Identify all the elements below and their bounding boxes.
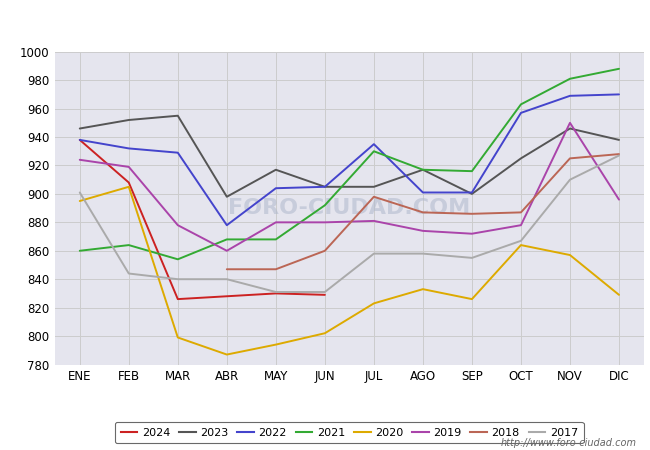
Text: http://www.foro-ciudad.com: http://www.foro-ciudad.com: [501, 438, 637, 448]
Text: Afiliados en Polán a 31/5/2024: Afiliados en Polán a 31/5/2024: [199, 14, 451, 33]
Legend: 2024, 2023, 2022, 2021, 2020, 2019, 2018, 2017: 2024, 2023, 2022, 2021, 2020, 2019, 2018…: [115, 422, 584, 443]
Text: FORO-CIUDAD.COM: FORO-CIUDAD.COM: [228, 198, 471, 218]
